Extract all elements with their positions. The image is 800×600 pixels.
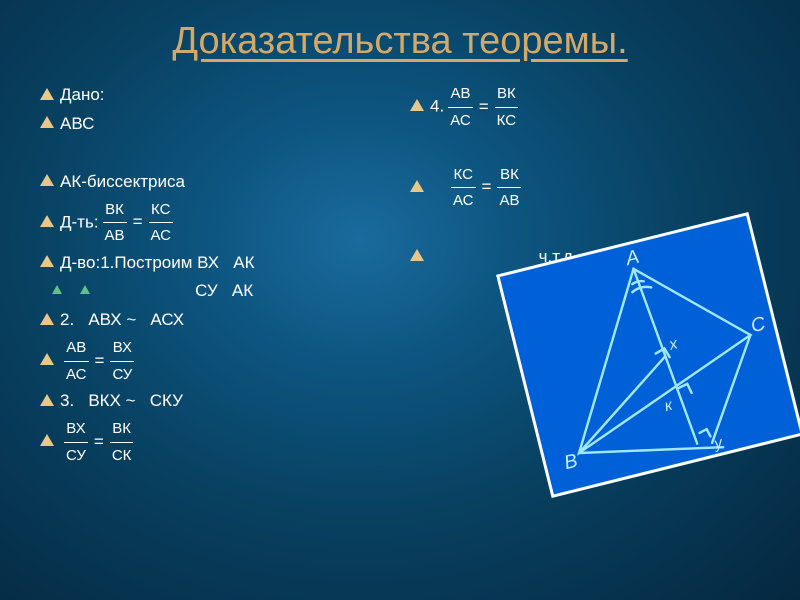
fraction: ВХСУ [64,416,88,468]
bullet-icon [410,180,424,192]
bullet-icon [40,394,54,406]
label-k: к [663,397,675,415]
fraction: ВКАВ [103,197,127,249]
text: Д-ть: [60,212,99,231]
text: АК-биссектриса [60,172,185,191]
equals-icon: = [482,173,492,202]
proof-line [410,133,760,162]
fraction: ВКАВ [497,162,521,214]
text: 3. ВКХ ~ СКУ [60,391,183,410]
bullet-icon [40,434,54,446]
bullet-icon [40,88,54,100]
proof-line: Дано: [40,81,390,110]
text: 2. АВХ ~ АСХ [60,310,184,329]
text: 4. [430,96,444,115]
bullet-icon [40,174,54,186]
proof-line: 4.АВАС= ВККС [410,81,760,133]
label-c: C [749,312,769,337]
slide-title: Доказательства теоремы. [40,20,760,63]
fraction: ВХСУ [110,335,134,387]
label-a: A [623,246,642,271]
equals-icon: = [94,428,104,457]
label-x: х [667,335,681,354]
equals-icon: = [133,208,143,237]
bullet-icon [40,255,54,267]
fraction: ВККС [495,81,518,133]
proof-line: xxКСАС=ВКАВ [410,162,760,214]
bullet-icon [410,99,424,111]
bullet-small-icon [52,285,62,294]
left-column: Дано: АВС АК-биссектриса Д-ть:ВКАВ=КСАС … [40,81,390,468]
proof-line: АК-биссектриса [40,168,390,197]
proof-line: СУ АК [40,277,390,306]
proof-line: Д-ть:ВКАВ=КСАС [40,197,390,249]
proof-line: 2. АВХ ~ АСХ [40,306,390,335]
bullet-icon [410,249,424,261]
proof-line: ВХСУ=ВКСК [40,416,390,468]
text: Д-во:1.Построим ВХ АК [60,253,255,272]
proof-line: АВАС=ВХСУ [40,335,390,387]
slide-root: Доказательства теоремы. Дано: АВС АК-бис… [0,0,800,600]
bullet-icon [40,116,54,128]
text: СУ АК [96,281,253,300]
fraction: АВАС [64,335,89,387]
fraction: КСАС [149,197,174,249]
fraction: ВКСК [110,416,134,468]
equals-icon: = [95,347,105,376]
equals-icon: = [479,93,489,122]
bullet-small-icon [80,285,90,294]
bullet-icon [40,313,54,325]
fraction: АВАС [448,81,473,133]
label-b: B [562,450,580,474]
proof-line: Д-во:1.Построим ВХ АК [40,249,390,278]
text: Дано: [60,85,105,104]
fraction: КСАС [451,162,476,214]
proof-line [40,139,390,168]
bullet-icon [40,353,54,365]
text: АВС [60,114,94,133]
proof-line: 3. ВКХ ~ СКУ [40,387,390,416]
label-y: у [711,434,725,453]
proof-line: АВС [40,110,390,139]
bullet-icon [40,215,54,227]
